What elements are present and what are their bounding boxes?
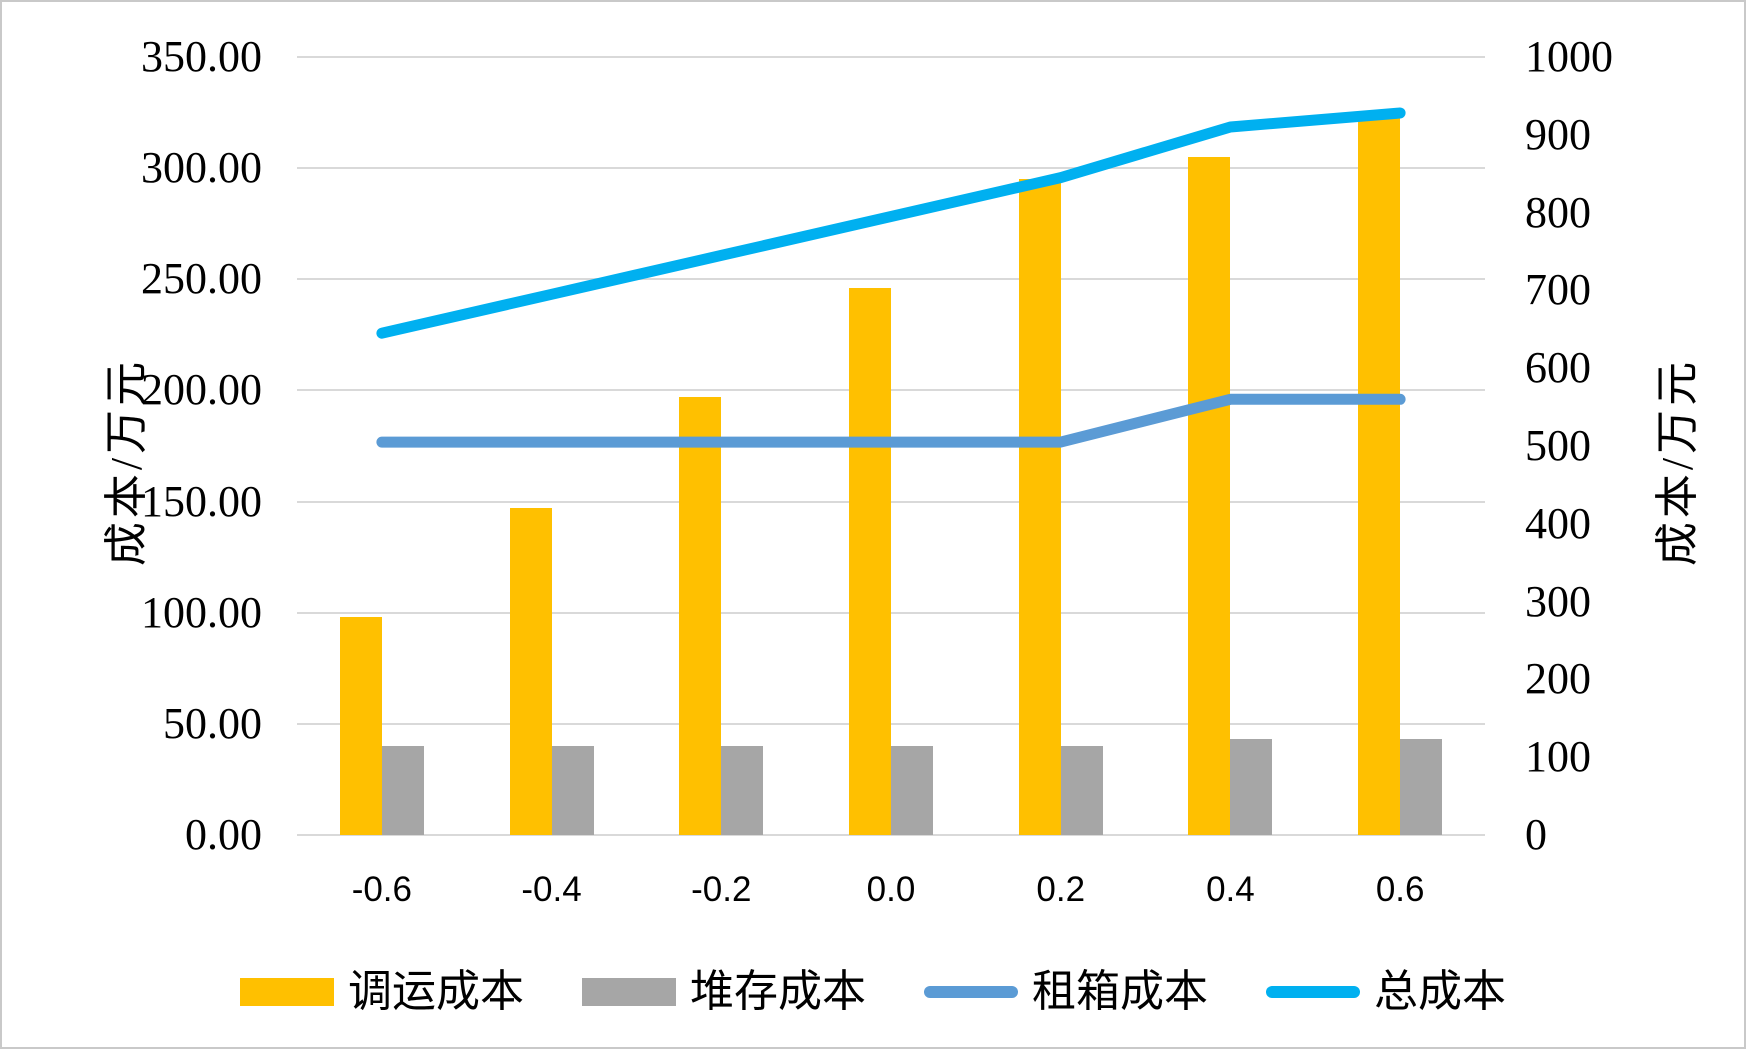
bar-调运成本 bbox=[1018, 179, 1061, 835]
gridline bbox=[297, 278, 1485, 281]
left-axis-tick-label: 50.00 bbox=[163, 698, 262, 748]
left-axis-title: 成本/万元 bbox=[102, 357, 151, 567]
legend-bar-swatch bbox=[582, 978, 676, 1006]
line-租箱成本 bbox=[376, 393, 1406, 448]
x-axis-tick-label: 0.6 bbox=[1375, 870, 1425, 909]
gridline bbox=[297, 56, 1485, 58]
left-axis-tick-label: 350.00 bbox=[141, 32, 262, 81]
bar-堆存成本 bbox=[891, 746, 933, 835]
plot-area bbox=[297, 56, 1485, 836]
x-axis-tick-label: 0.4 bbox=[1206, 870, 1255, 909]
legend-item: 调运成本 bbox=[240, 968, 524, 1016]
left-axis-tick-label: 100.00 bbox=[141, 587, 262, 637]
x-axis-tick-label: 0.0 bbox=[866, 870, 916, 909]
bar-调运成本 bbox=[1188, 157, 1231, 835]
gridline bbox=[297, 611, 1485, 614]
gridline bbox=[297, 722, 1485, 725]
right-axis-tick-label: 800 bbox=[1525, 187, 1591, 237]
bar-调运成本 bbox=[679, 397, 722, 835]
right-axis-title: 成本/万元 bbox=[1653, 357, 1702, 567]
left-axis-tick-label: 150.00 bbox=[141, 476, 262, 526]
legend-label: 调运成本 bbox=[348, 967, 524, 1016]
legend-line-swatch bbox=[924, 986, 1018, 998]
gridline bbox=[297, 167, 1485, 170]
x-axis-tick-label: -0.2 bbox=[691, 870, 752, 909]
left-axis-tick-label: 0.00 bbox=[185, 810, 262, 859]
bar-调运成本 bbox=[509, 508, 552, 835]
gridline bbox=[297, 389, 1485, 392]
right-axis-tick-label: 900 bbox=[1525, 109, 1591, 159]
bar-堆存成本 bbox=[1230, 739, 1273, 835]
legend-line-swatch bbox=[1266, 986, 1360, 998]
right-axis-tick-label: 200 bbox=[1525, 654, 1591, 704]
x-axis-tick-label: -0.4 bbox=[521, 870, 582, 909]
legend-item: 租箱成本 bbox=[924, 968, 1208, 1016]
right-axis-tick-label: 500 bbox=[1525, 421, 1591, 470]
line-总成本 bbox=[376, 107, 1406, 339]
bar-调运成本 bbox=[1358, 112, 1401, 835]
legend-label: 堆存成本 bbox=[690, 967, 866, 1016]
bar-调运成本 bbox=[849, 288, 891, 835]
right-axis-tick-label: 1000 bbox=[1525, 32, 1613, 81]
bar-堆存成本 bbox=[1400, 739, 1443, 835]
legend-item: 总成本 bbox=[1266, 968, 1506, 1016]
line-series-container bbox=[376, 107, 1406, 448]
legend-label: 租箱成本 bbox=[1032, 967, 1208, 1016]
x-axis-tick-label: 0.2 bbox=[1036, 870, 1086, 909]
bar-堆存成本 bbox=[551, 746, 594, 835]
right-axis-tick-label: 400 bbox=[1525, 498, 1591, 548]
right-axis-tick-label: 700 bbox=[1525, 265, 1591, 315]
bar-调运成本 bbox=[339, 617, 382, 835]
right-axis-tick-label: 300 bbox=[1525, 576, 1591, 626]
legend-bar-swatch bbox=[240, 978, 334, 1006]
right-axis-tick-label: 600 bbox=[1525, 343, 1591, 393]
left-axis-tick-label: 300.00 bbox=[141, 143, 262, 193]
legend-label: 总成本 bbox=[1374, 967, 1506, 1016]
right-axis-tick-label: 100 bbox=[1525, 732, 1591, 782]
left-axis-tick-label: 200.00 bbox=[141, 365, 262, 415]
gridline bbox=[297, 834, 1485, 836]
legend-item: 堆存成本 bbox=[582, 968, 866, 1016]
gridline bbox=[297, 500, 1485, 503]
left-axis-tick-label: 250.00 bbox=[141, 254, 262, 304]
x-axis-tick-label: -0.6 bbox=[351, 870, 412, 909]
legend: 调运成本 堆存成本 租箱成本 总成本 bbox=[2, 962, 1744, 1022]
bar-堆存成本 bbox=[381, 746, 424, 835]
right-axis-tick-label: 0 bbox=[1525, 810, 1547, 859]
bar-堆存成本 bbox=[721, 746, 764, 835]
bar-堆存成本 bbox=[1060, 746, 1103, 835]
